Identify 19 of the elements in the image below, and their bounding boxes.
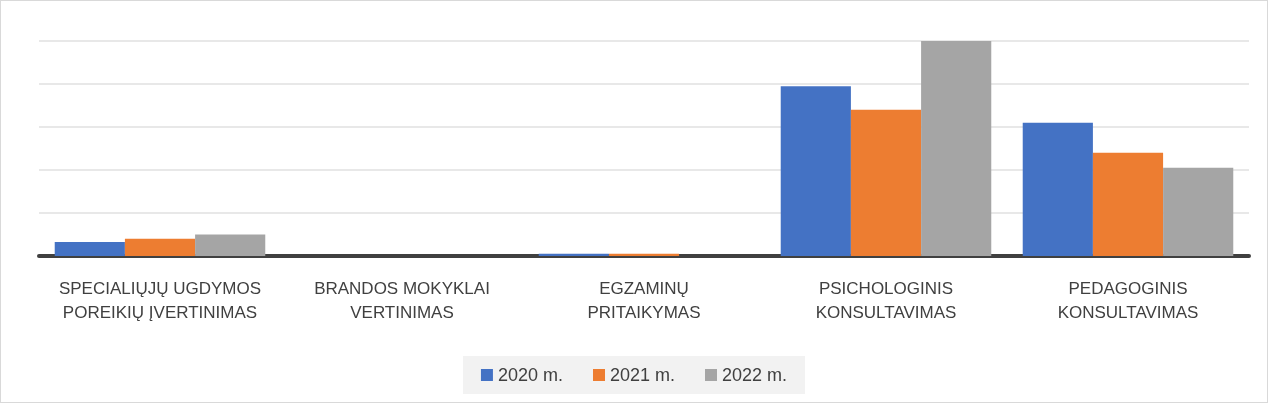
- bar: [1022, 122, 1093, 256]
- legend-label: 2021 m.: [609, 365, 676, 385]
- x-tick-label: PEDAGOGINIS KONSULTAVIMAS: [1057, 278, 1199, 322]
- bar: [54, 242, 125, 256]
- bar: [608, 253, 680, 256]
- bar: [538, 253, 609, 256]
- bar: [124, 238, 196, 256]
- bar: [195, 234, 266, 256]
- legend-label: 2020 m.: [497, 365, 563, 385]
- x-tick-label: PSICHOLOGINIS KONSULTAVIMAS: [815, 278, 957, 322]
- x-tick-label: BRANDOS MOKYKLAI VERTINIMAS: [314, 278, 490, 322]
- bar: [921, 41, 992, 256]
- legend-label: 2022 m.: [722, 365, 788, 385]
- bar: [1092, 152, 1164, 256]
- x-tick-label: EGZAMINŲ PRITAIKYMAS: [587, 278, 701, 322]
- x-tick-label: SPECIALIŲJŲ UGDYMOS POREIKIŲ ĮVERTINIMAS: [58, 278, 262, 322]
- bar: [780, 86, 851, 256]
- bar: [1163, 167, 1234, 256]
- bar: [850, 109, 922, 256]
